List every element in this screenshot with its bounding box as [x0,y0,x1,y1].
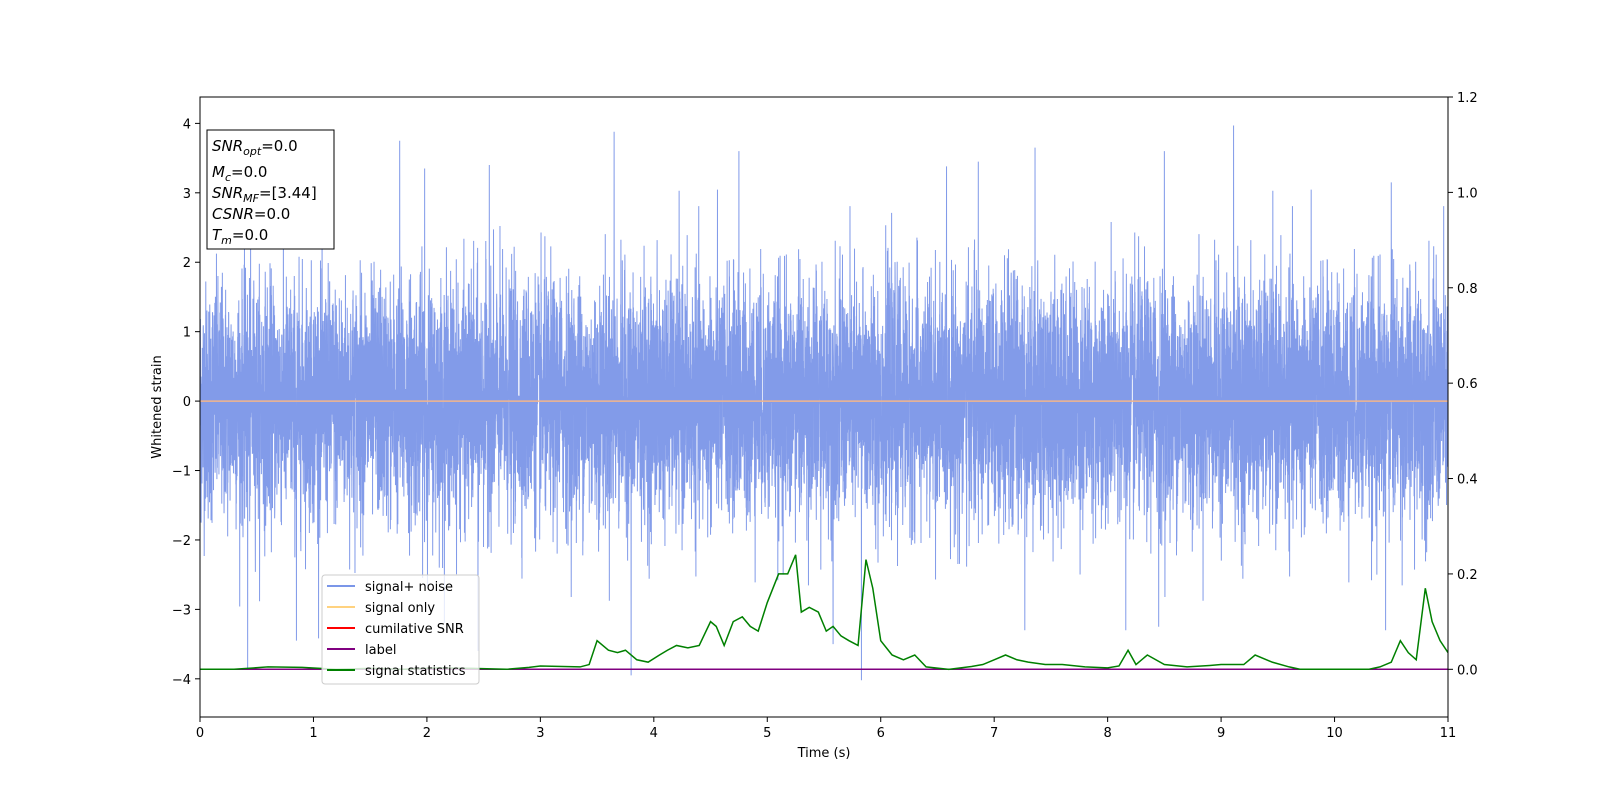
info-box-line: SNRopt=0.0 [212,137,298,158]
x-tick-label: 2 [423,726,431,741]
series-signal-statistics [200,554,1448,671]
legend: signal+ noise signal only cumilative SNR la… [321,574,480,685]
y-tick-label: 2 [183,256,191,271]
y-tick-label: −1 [172,465,191,480]
x-tick-label: 1 [309,726,317,741]
x-tick-label: 3 [536,726,544,741]
x-tick-label: 6 [877,726,885,741]
x-tick-label: 4 [650,726,658,741]
x-axis: 0 1 2 3 4 5 6 7 8 9 10 11 [196,717,1456,741]
y-tick-label: −2 [172,534,191,549]
y-tick-label: −3 [172,603,191,618]
y-tick-label: 1 [183,326,191,341]
x-axis-label: Time (s) [797,746,851,761]
y-axis-label: Whitened strain [150,355,165,458]
y2-tick-label: 0.8 [1457,282,1478,297]
legend-label: signal statistics [365,664,466,679]
info-box-line: Tm=0.0 [212,226,268,247]
y2-tick-label: 0.6 [1457,377,1478,392]
y2-tick-label: 0.2 [1457,568,1478,583]
legend-label: signal+ noise [365,580,453,595]
y2-tick-label: 0.4 [1457,473,1478,488]
y-tick-label: −4 [172,673,191,688]
series-signal-noise [200,125,1448,681]
x-tick-label: 7 [990,726,998,741]
legend-label: signal only [365,601,435,616]
plot-frame [199,96,1449,718]
x-tick-label: 10 [1326,726,1343,741]
x-tick-label: 8 [1103,726,1111,741]
info-box-line: Mc=0.0 [212,163,267,184]
y-axis-left: 4 3 2 1 0 −1 −2 −3 −4 [172,117,200,688]
y-tick-label: 3 [183,187,191,202]
info-box-line: CSNR=0.0 [212,205,290,223]
x-tick-label: 5 [763,726,771,741]
x-tick-label: 0 [196,726,204,741]
x-tick-label: 11 [1440,726,1457,741]
y-tick-label: 0 [183,395,191,410]
y-axis-right: 1.2 1.0 0.8 0.6 0.4 0.2 0.0 [1448,91,1478,678]
y2-tick-label: 0.0 [1457,663,1478,678]
y-tick-label: 4 [183,117,191,132]
y2-tick-label: 1.0 [1457,186,1478,201]
legend-label: label [365,643,396,658]
y2-tick-label: 1.2 [1457,91,1478,106]
x-tick-label: 9 [1217,726,1225,741]
info-box-line: SNRMF=[3.44] [212,184,317,205]
legend-label: cumilative SNR [365,622,464,637]
